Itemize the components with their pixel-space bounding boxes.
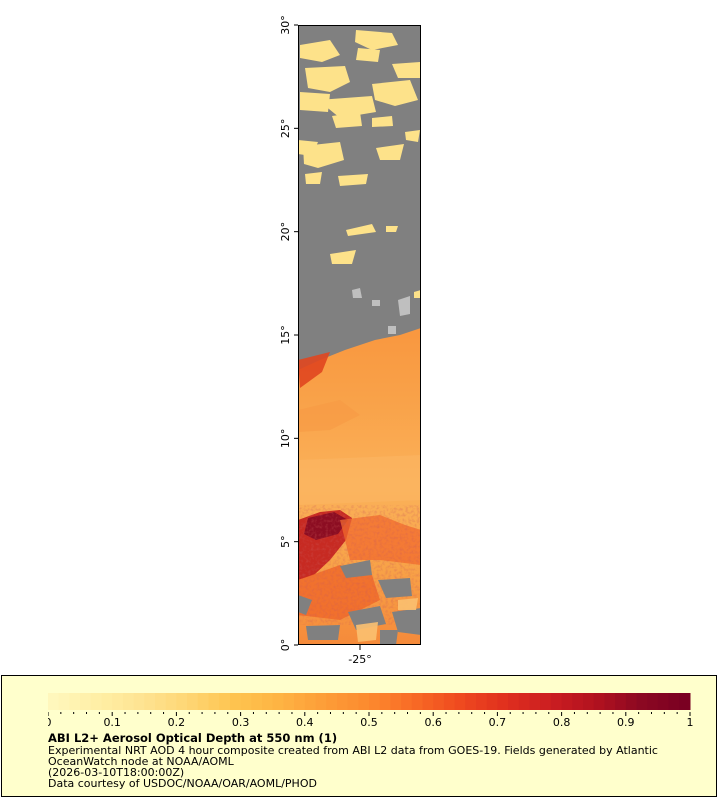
colorbar-label: 0.7 <box>489 716 507 729</box>
colorbar-segment <box>679 693 691 710</box>
colorbar-label: 1 <box>687 716 694 729</box>
colorbar-segment <box>615 693 627 710</box>
colorbar-segment <box>69 693 81 710</box>
colorbar-segment <box>122 693 135 710</box>
colorbar-segment <box>465 693 477 710</box>
colorbar-segment <box>433 693 445 710</box>
colorbar-segment <box>540 693 552 710</box>
colorbar-segment <box>411 693 423 710</box>
aod-map: 0° 5° 10° 15° 20° 25° 30° -25° <box>279 15 421 666</box>
lat-tick-label: 10° <box>279 429 292 449</box>
colorbar-segment <box>358 693 370 710</box>
colorbar-segment <box>294 693 306 710</box>
colorbar-segment <box>208 693 220 710</box>
lat-tick-label: 20° <box>279 222 292 242</box>
colorbar-segment <box>347 693 359 710</box>
colorbar-segment <box>497 693 509 710</box>
colorbar-segment <box>508 693 520 710</box>
colorbar-label: 0.6 <box>424 716 442 729</box>
colorbar-segment <box>272 693 284 710</box>
legend-title: ABI L2+ Aerosol Optical Depth at 550 nm … <box>48 731 338 745</box>
colorbar-segment <box>133 693 145 710</box>
colorbar-segment <box>379 693 391 710</box>
axis-ticks <box>294 24 361 650</box>
map-frame <box>298 25 421 645</box>
colorbar-segment <box>219 693 231 710</box>
colorbar-segment <box>187 693 199 710</box>
lat-tick-label: 0° <box>279 639 292 652</box>
legend-panel: 0 0.1 0.2 0.3 0.4 0.5 0.6 0.7 0.8 0.9 1 ABI L2+ Ae… <box>1 675 717 797</box>
colorbar-segment <box>657 693 670 710</box>
axis-labels: 0° 5° 10° 15° 20° 25° 30° -25° <box>279 15 372 666</box>
colorbar-segment <box>625 693 637 710</box>
colorbar-segment <box>304 693 316 710</box>
colorbar-segment <box>144 693 156 710</box>
colorbar-segment <box>636 693 648 710</box>
colorbar-segment <box>240 693 252 710</box>
legend-date: (2026-03-10T18:00:00Z) <box>48 766 185 779</box>
colorbar-segment <box>583 693 595 710</box>
lat-tick-label: 30° <box>279 15 292 35</box>
colorbar-segment <box>176 693 188 710</box>
legend-credit: Data courtesy of USDOC/NOAA/OAR/AOML/PHO… <box>48 777 317 790</box>
colorbar-segment <box>486 693 498 710</box>
colorbar-segment <box>315 693 327 710</box>
colorbar-segment <box>58 693 70 710</box>
lat-tick-label: 25° <box>279 119 292 139</box>
colorbar-segment <box>229 693 242 710</box>
lat-tick-label: 5° <box>279 535 292 548</box>
colorbar-segment <box>336 693 349 710</box>
colorbar-segment <box>443 693 456 710</box>
low-aod-patches <box>298 30 421 298</box>
colorbar-segment <box>369 693 381 710</box>
colorbar-segment <box>401 693 413 710</box>
colorbar-segment <box>48 693 60 710</box>
colorbar-segment <box>593 693 605 710</box>
legend-description-cont: OceanWatch node at NOAA/AOML <box>48 755 234 768</box>
map-view: 0° 5° 10° 15° 20° 25° 30° -25° <box>279 15 421 666</box>
colorbar-segment <box>112 693 124 710</box>
colorbar-label: 0.9 <box>617 716 635 729</box>
colorbar-label: 0.2 <box>168 716 186 729</box>
colorbar-segment <box>326 693 338 710</box>
colorbar-label: 0.4 <box>296 716 314 729</box>
colorbar-segment <box>604 693 616 710</box>
colorbar-segment <box>251 693 263 710</box>
colorbar-segment <box>422 693 434 710</box>
colorbar-label: 0 <box>48 716 52 729</box>
colorbar-segment <box>80 693 92 710</box>
colorbar-segment <box>283 693 295 710</box>
colorbar-label: 0.1 <box>103 716 121 729</box>
colorbar: 0 0.1 0.2 0.3 0.4 0.5 0.6 0.7 0.8 0.9 1 <box>48 693 694 729</box>
colorbar-segment <box>101 693 113 710</box>
map-field <box>298 25 421 645</box>
colorbar-segment <box>390 693 402 710</box>
colorbar-segment <box>155 693 167 710</box>
colorbar-segment <box>197 693 209 710</box>
colorbar-segment <box>262 693 274 710</box>
colorbar-segment <box>550 693 563 710</box>
colorbar-segment <box>572 693 584 710</box>
colorbar-segment <box>454 693 466 710</box>
lat-tick-label: 15° <box>279 325 292 345</box>
colorbar-segment <box>529 693 541 710</box>
colorbar-segment <box>561 693 573 710</box>
legend-description: Experimental NRT AOD 4 hour composite cr… <box>48 744 658 757</box>
colorbar-segment <box>90 693 102 710</box>
colorbar-label: 0.3 <box>232 716 250 729</box>
colorbar-segment <box>476 693 488 710</box>
colorbar-segment <box>165 693 177 710</box>
colorbar-segment <box>668 693 680 710</box>
colorbar-label: 0.8 <box>553 716 571 729</box>
colorbar-segment <box>518 693 530 710</box>
lon-tick-label: -25° <box>348 653 371 666</box>
no-data-patches <box>352 288 410 334</box>
colorbar-segment <box>647 693 659 710</box>
colorbar-label: 0.5 <box>360 716 378 729</box>
